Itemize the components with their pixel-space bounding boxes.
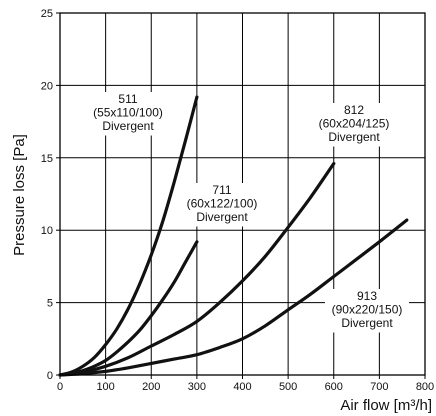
x-tick-label: 0 xyxy=(57,381,63,393)
x-tick-label: 500 xyxy=(279,381,297,393)
series-label-line: Divergent xyxy=(341,316,393,330)
x-tick-label: 600 xyxy=(325,381,343,393)
plot-frame xyxy=(59,12,426,376)
y-tick-label: 15 xyxy=(41,153,53,165)
y-tick-label: 5 xyxy=(47,298,53,310)
series-line-1 xyxy=(58,95,199,377)
series-label-bg xyxy=(86,92,170,136)
series-labels: 511(55x110/100)Divergent711(60x122/100)D… xyxy=(86,92,409,333)
series-label-line: 913 xyxy=(357,289,377,303)
x-tick-label: 300 xyxy=(188,381,206,393)
x-tick-label: 400 xyxy=(233,381,251,393)
y-tick-label: 20 xyxy=(41,80,53,92)
y-tick-label: 25 xyxy=(41,8,53,20)
series-label-line: 812 xyxy=(344,103,364,117)
series-line-3 xyxy=(58,162,336,377)
series-label-line: (90x220/150) xyxy=(332,303,403,317)
x-tick-label: 200 xyxy=(142,381,160,393)
tick-labels: 0 100 200 300 400 500 600 700 800 0 5 10 15 20 25 xyxy=(41,8,434,393)
series-label-line: (55x110/100) xyxy=(93,106,163,120)
x-tick-label: 800 xyxy=(416,381,434,393)
series-label-line: 511 xyxy=(118,92,137,106)
series-label-line: Divergent xyxy=(102,119,154,133)
x-tick-label: 700 xyxy=(370,381,388,393)
series-label-bg xyxy=(180,183,264,227)
series-label-line: (60x204/125) xyxy=(319,117,390,131)
series-label-line: (60x122/100) xyxy=(187,197,258,211)
series-label-line: Divergent xyxy=(196,210,248,224)
x-axis-label: Air flow [m³/h] xyxy=(340,397,432,414)
y-tick-label: 10 xyxy=(41,225,53,237)
series-label-line: 711 xyxy=(212,183,231,197)
y-axis-label: Pressure loss [Pa] xyxy=(11,134,28,256)
y-tick-label: 0 xyxy=(47,370,53,382)
series-line-4 xyxy=(58,218,409,377)
series-label-line: Divergent xyxy=(328,130,380,144)
series-label-bg xyxy=(325,289,409,333)
x-tick-label: 100 xyxy=(96,381,114,393)
series-lines xyxy=(58,95,409,377)
series-label-bg xyxy=(312,103,396,147)
